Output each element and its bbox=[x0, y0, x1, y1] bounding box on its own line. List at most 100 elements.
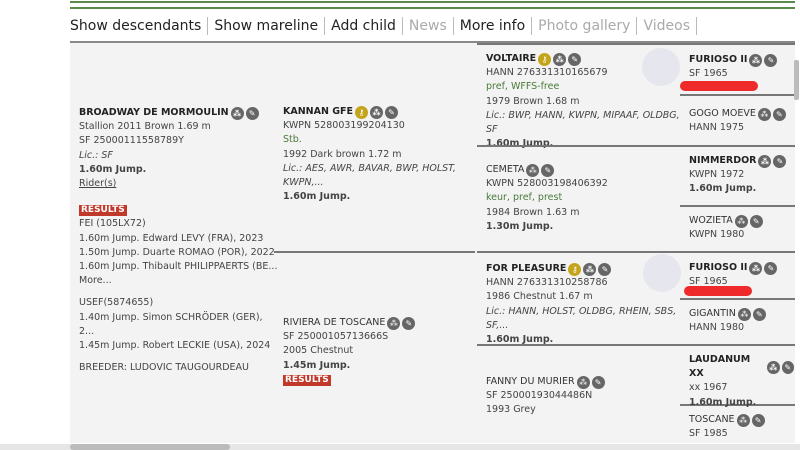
gen4-name-row: LAUDANUM XX ⁂ ✎ bbox=[689, 353, 794, 381]
pedigree-icon[interactable]: ⁂ bbox=[767, 360, 780, 374]
ds-lic: Lic.: HANN, HOLST, OLDBG, RHEIN, SBS, SF… bbox=[486, 305, 677, 331]
nav-more-info[interactable]: More info bbox=[459, 18, 526, 34]
pedigree-icon[interactable]: ⁂ bbox=[230, 106, 244, 120]
pedigree-icon[interactable]: ⁂ bbox=[758, 154, 772, 168]
horse-reg: SF 25000111558789Y bbox=[79, 135, 184, 147]
horse-lic: Lic.: SF bbox=[79, 149, 113, 161]
vertical-scrollbar[interactable] bbox=[794, 60, 799, 100]
result-row: 1.60m Jump. Thibault PHILIPPAERTS (BE... bbox=[79, 261, 278, 273]
pedigree-icon[interactable]: ⁂ bbox=[387, 316, 401, 330]
nav-news[interactable]: News bbox=[408, 18, 447, 34]
pencil-icon[interactable]: ✎ bbox=[773, 154, 787, 168]
dd-name-row: FANNY DU MURIER ⁂ ✎ bbox=[486, 375, 686, 389]
results-badge[interactable]: RESULTS bbox=[283, 374, 331, 386]
pencil-icon[interactable]: ✎ bbox=[751, 413, 765, 427]
divider bbox=[324, 17, 326, 35]
pedigree-icon[interactable]: ⁂ bbox=[553, 52, 567, 66]
nav-show-descendants[interactable]: Show descendants bbox=[70, 18, 202, 34]
ds-desc: 1986 Chestnut 1.67 m bbox=[486, 291, 593, 303]
gen4-name[interactable]: GIGANTIN bbox=[689, 308, 736, 319]
ds-name[interactable]: FOR PLEASURE bbox=[486, 263, 567, 274]
horse-name[interactable]: BROADWAY DE MORMOULIN bbox=[79, 107, 229, 118]
gen4-name[interactable]: WOZIETA bbox=[689, 215, 733, 226]
dam-jump: 1.45m Jump. bbox=[283, 359, 351, 371]
more-link[interactable]: More... bbox=[79, 275, 112, 287]
divider bbox=[477, 145, 795, 147]
pedigree-icon[interactable]: ⁂ bbox=[749, 53, 763, 67]
gen4-line: HANN 1980 bbox=[689, 322, 745, 334]
divider bbox=[477, 344, 795, 346]
dd-reg: SF 25000193044486N bbox=[486, 390, 593, 402]
pencil-icon[interactable]: ✎ bbox=[402, 316, 416, 330]
sd-reg: KWPN 528003198406392 bbox=[486, 178, 608, 190]
gen4-name[interactable]: FURIOSO II bbox=[689, 54, 748, 65]
result-row: 1.40m Jump. Simon SCHRÖDER (GER), 2... bbox=[79, 311, 263, 337]
gen4-card: WOZIETA ⁂ ✎ KWPN 1980 bbox=[689, 214, 794, 242]
sd-name[interactable]: CEMETA bbox=[486, 164, 525, 175]
gen4-line: HANN 1975 bbox=[689, 122, 745, 134]
gen4-line: KWPN 1972 bbox=[689, 169, 745, 181]
results-badge[interactable]: RESULTS bbox=[79, 205, 127, 217]
horizontal-scrollbar[interactable] bbox=[0, 444, 800, 450]
gen4-name[interactable]: GOGO MOEVE bbox=[689, 108, 756, 119]
ss-lic: Lic.: BWP, HANN, KWPN, MIPAAF, OLDBG, SF bbox=[486, 109, 680, 136]
dam-name-row: RIVIERA DE TOSCANE ⁂ ✎ bbox=[283, 316, 478, 330]
gen4-name[interactable]: TOSCANE bbox=[689, 414, 735, 425]
pencil-icon[interactable]: ✎ bbox=[568, 52, 582, 66]
pencil-icon[interactable]: ✎ bbox=[541, 163, 555, 177]
ss-name[interactable]: VOLTAIRE bbox=[486, 53, 537, 64]
pencil-icon[interactable]: ✎ bbox=[591, 375, 605, 389]
gen4-line: SF 1965 bbox=[689, 68, 728, 80]
pedigree-icon[interactable]: ⁂ bbox=[734, 214, 748, 228]
gen4-card: LAUDANUM XX ⁂ ✎ xx 1967 1.60m Jump. bbox=[689, 353, 794, 410]
pencil-icon[interactable]: ✎ bbox=[781, 360, 794, 374]
gen4-name[interactable]: FURIOSO II bbox=[689, 262, 748, 273]
pencil-icon[interactable]: ✎ bbox=[749, 214, 763, 228]
pedigree-icon[interactable]: ⁂ bbox=[370, 105, 384, 119]
gen4-name-row: TOSCANE ⁂ ✎ bbox=[689, 413, 794, 427]
nav-show-mareline[interactable]: Show mareline bbox=[214, 18, 319, 34]
pencil-icon[interactable]: ✎ bbox=[764, 261, 778, 275]
pedigree-icon[interactable]: ⁂ bbox=[576, 375, 590, 389]
pencil-icon[interactable]: ✎ bbox=[598, 262, 612, 276]
pencil-icon[interactable]: ✎ bbox=[245, 106, 259, 120]
pencil-icon[interactable]: ✎ bbox=[764, 53, 778, 67]
pedigree-icon[interactable]: ⁂ bbox=[736, 413, 750, 427]
gen4-name[interactable]: LAUDANUM XX bbox=[689, 354, 751, 380]
scrollbar-thumb[interactable] bbox=[70, 444, 230, 450]
result-row: 1.45m Jump. Robert LECKIE (USA), 2024 bbox=[79, 340, 271, 352]
gen4-name-row: NIMMERDOR ⁂ ✎ bbox=[689, 154, 794, 168]
sire-predicate: Stb. bbox=[283, 134, 302, 146]
sire-reg: KWPN 528003199204130 bbox=[283, 120, 405, 132]
divider bbox=[636, 17, 638, 35]
pedigree-icon[interactable]: ⁂ bbox=[583, 262, 597, 276]
divider bbox=[207, 17, 209, 35]
nav-photo-gallery[interactable]: Photo gallery bbox=[538, 18, 631, 34]
ss-desc: 1979 Brown 1.68 m bbox=[486, 95, 580, 107]
pedigree-icon[interactable]: ⁂ bbox=[737, 307, 751, 321]
divider bbox=[680, 298, 795, 300]
gen4-line: SF 1985 bbox=[689, 428, 728, 440]
redaction-mark bbox=[684, 286, 752, 296]
dd-desc: 1993 Grey bbox=[486, 404, 536, 416]
pedigree-icon[interactable]: ⁂ bbox=[526, 163, 540, 177]
riders-link[interactable]: Rider(s) bbox=[79, 178, 117, 190]
nav-videos[interactable]: Videos bbox=[643, 18, 690, 34]
pencil-icon[interactable]: ✎ bbox=[385, 105, 399, 119]
horse-jump: 1.60m Jump. bbox=[79, 163, 147, 175]
dd-name[interactable]: FANNY DU MURIER bbox=[486, 376, 575, 387]
gen4-jump: 1.60m Jump. bbox=[689, 183, 757, 195]
pencil-icon[interactable]: ✎ bbox=[752, 307, 766, 321]
gen4-card: GIGANTIN ⁂ ✎ HANN 1980 bbox=[689, 307, 794, 335]
ds-card: FOR PLEASURE ⚷ ⁂ ✎ HANN 276331310258786 198… bbox=[486, 262, 686, 347]
dam-name[interactable]: RIVIERA DE TOSCANE bbox=[283, 317, 386, 328]
nav-add-child[interactable]: Add child bbox=[331, 18, 396, 34]
top-border bbox=[70, 1, 795, 3]
dd-card: FANNY DU MURIER ⁂ ✎ SF 25000193044486N 199… bbox=[486, 375, 686, 418]
pedigree-icon[interactable]: ⁂ bbox=[757, 107, 771, 121]
ds-name-row: FOR PLEASURE ⚷ ⁂ ✎ bbox=[486, 262, 686, 276]
pedigree-icon[interactable]: ⁂ bbox=[749, 261, 763, 275]
sire-name[interactable]: KANNAN GFE bbox=[283, 106, 354, 117]
gen4-name[interactable]: NIMMERDOR bbox=[689, 155, 757, 166]
pencil-icon[interactable]: ✎ bbox=[772, 107, 786, 121]
